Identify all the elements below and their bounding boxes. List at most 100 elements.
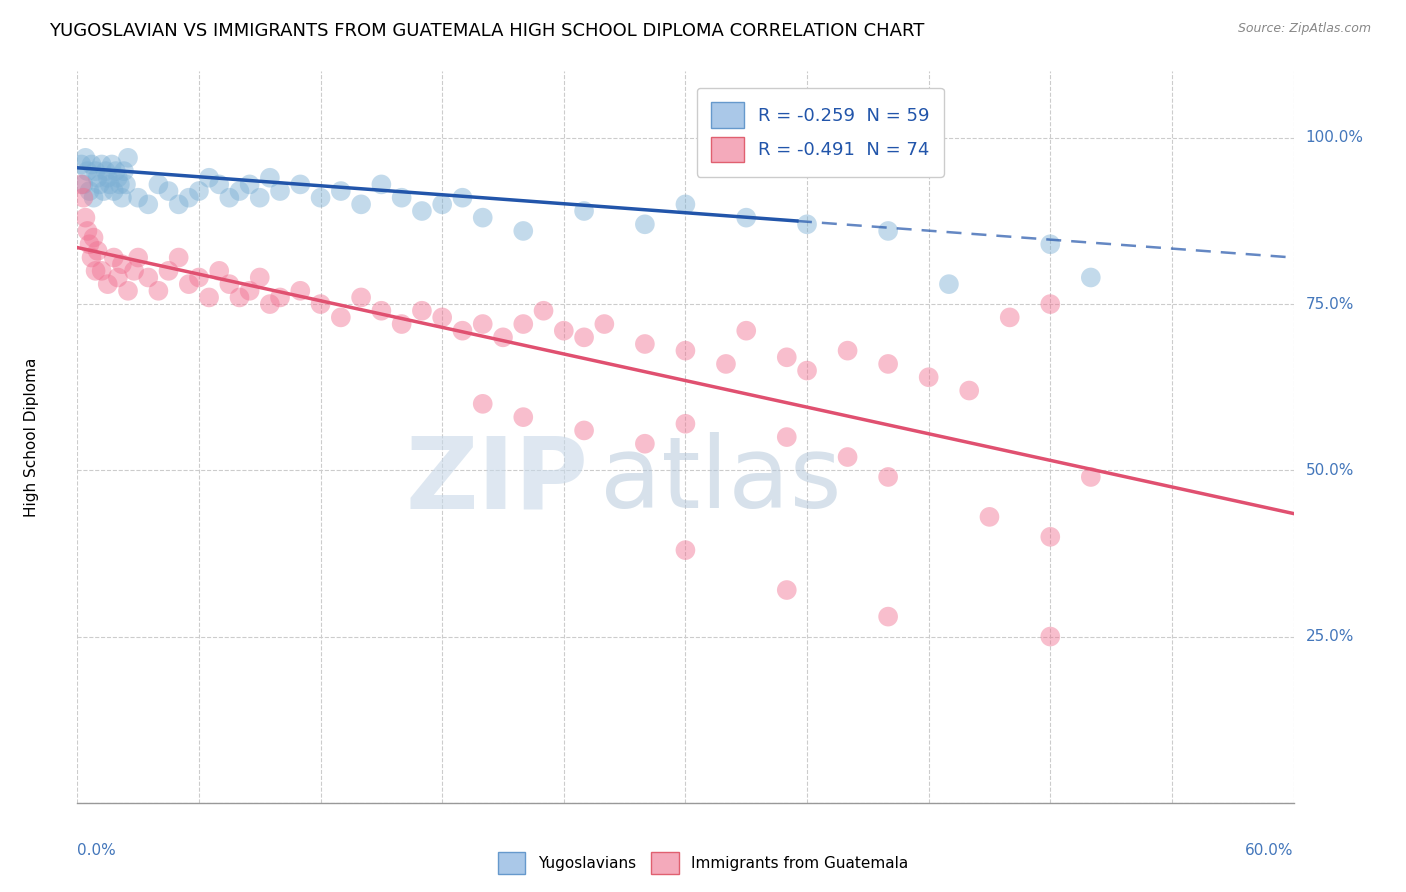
Point: [735, 324, 758, 338]
Point: [309, 297, 332, 311]
Text: 100.0%: 100.0%: [1306, 130, 1364, 145]
Point: [177, 191, 200, 205]
Point: [391, 191, 413, 205]
Point: [97, 170, 120, 185]
Point: [228, 290, 250, 304]
Text: 0.0%: 0.0%: [77, 843, 117, 858]
Point: [239, 284, 262, 298]
Point: [877, 224, 900, 238]
Point: [115, 178, 138, 192]
Point: [290, 178, 312, 192]
Point: [877, 609, 900, 624]
Point: [75, 151, 97, 165]
Point: [634, 337, 657, 351]
Point: [572, 204, 595, 219]
Point: [79, 237, 101, 252]
Point: [218, 277, 240, 292]
Point: [97, 277, 120, 292]
Point: [122, 264, 145, 278]
Point: [471, 397, 494, 411]
Point: [350, 290, 373, 304]
Point: [98, 178, 121, 192]
Point: [735, 211, 758, 225]
Point: [259, 297, 281, 311]
Point: [259, 170, 281, 185]
Point: [127, 191, 149, 205]
Point: [938, 277, 960, 292]
Point: [89, 178, 111, 192]
Point: [101, 157, 124, 171]
Point: [451, 191, 474, 205]
Point: [239, 178, 262, 192]
Point: [957, 384, 980, 398]
Point: [1080, 470, 1102, 484]
Point: [1039, 237, 1062, 252]
Point: [471, 211, 494, 225]
Point: [80, 251, 103, 265]
Legend: Yugoslavians, Immigrants from Guatemala: Yugoslavians, Immigrants from Guatemala: [492, 846, 914, 880]
Point: [430, 310, 453, 325]
Point: [391, 317, 413, 331]
Point: [918, 370, 941, 384]
Point: [329, 310, 352, 325]
Point: [290, 284, 312, 298]
Text: 25.0%: 25.0%: [1306, 629, 1354, 644]
Point: [411, 204, 433, 219]
Legend: R = -0.259  N = 59, R = -0.491  N = 74: R = -0.259 N = 59, R = -0.491 N = 74: [696, 87, 943, 177]
Point: [675, 417, 697, 431]
Point: [76, 224, 98, 238]
Point: [572, 424, 595, 438]
Point: [117, 284, 139, 298]
Point: [714, 357, 737, 371]
Point: [198, 170, 221, 185]
Point: [208, 178, 231, 192]
Point: [84, 264, 107, 278]
Point: [70, 157, 93, 171]
Point: [512, 224, 534, 238]
Point: [512, 410, 534, 425]
Point: [108, 178, 131, 192]
Point: [75, 211, 97, 225]
Point: [148, 178, 170, 192]
Point: [796, 363, 818, 377]
Point: [127, 251, 149, 265]
Point: [1039, 530, 1062, 544]
Point: [634, 217, 657, 231]
Point: [188, 270, 211, 285]
Point: [136, 197, 159, 211]
Point: [117, 151, 139, 165]
Point: [218, 191, 240, 205]
Point: [776, 430, 799, 444]
Point: [249, 270, 271, 285]
Point: [148, 284, 170, 298]
Point: [83, 230, 105, 244]
Point: [553, 324, 575, 338]
Text: Source: ZipAtlas.com: Source: ZipAtlas.com: [1237, 22, 1371, 36]
Point: [167, 251, 190, 265]
Point: [309, 191, 332, 205]
Point: [104, 164, 127, 178]
Point: [90, 264, 112, 278]
Point: [269, 290, 291, 304]
Point: [877, 470, 900, 484]
Point: [177, 277, 200, 292]
Point: [107, 270, 129, 285]
Text: High School Diploma: High School Diploma: [24, 358, 38, 516]
Point: [451, 324, 474, 338]
Point: [411, 303, 433, 318]
Text: ZIP: ZIP: [405, 433, 588, 530]
Point: [877, 357, 900, 371]
Point: [76, 164, 98, 178]
Point: [837, 343, 859, 358]
Point: [471, 317, 494, 331]
Point: [533, 303, 555, 318]
Point: [167, 197, 190, 211]
Point: [94, 164, 117, 178]
Text: 60.0%: 60.0%: [1246, 843, 1294, 858]
Point: [136, 270, 159, 285]
Point: [796, 217, 818, 231]
Point: [675, 543, 697, 558]
Point: [572, 330, 595, 344]
Point: [249, 191, 271, 205]
Point: [93, 184, 115, 198]
